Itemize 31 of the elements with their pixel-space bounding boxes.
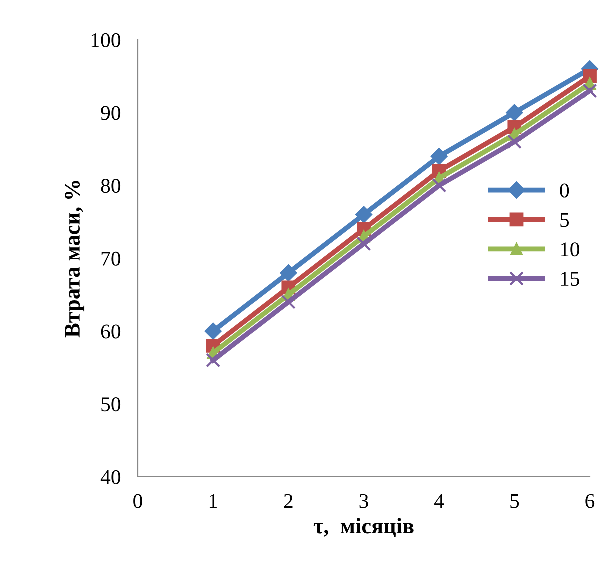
- point: [356, 236, 372, 252]
- point: [582, 84, 598, 98]
- legend-label: 0: [560, 184, 570, 198]
- x-tick-label: 4: [434, 494, 444, 508]
- point: [506, 104, 524, 122]
- point: [204, 322, 222, 340]
- legend-label: 15: [561, 272, 580, 286]
- point: [206, 353, 221, 368]
- y-tick-label: 60: [101, 324, 121, 339]
- x-tick-label: 2: [284, 494, 293, 508]
- legend-label: 5: [560, 213, 570, 228]
- y-tick-label: 80: [101, 179, 121, 194]
- x-axis-title: τ, місяців: [314, 518, 414, 538]
- y-tick-label: 50: [102, 398, 121, 412]
- y-tick-label: 100: [92, 33, 121, 48]
- y-tick-label: 40: [100, 470, 121, 484]
- x-tick-label: 0: [134, 494, 142, 508]
- point: [507, 134, 522, 150]
- point: [280, 264, 298, 282]
- y-tick-label: 90: [101, 106, 121, 120]
- y-axis-title: Втрата маси, %: [65, 181, 85, 338]
- point: [355, 206, 373, 224]
- y-tick-label: 70: [102, 252, 121, 266]
- legend-label: 10: [561, 242, 580, 257]
- x-tick-label: 3: [360, 494, 368, 508]
- point: [430, 148, 448, 166]
- point: [432, 178, 447, 193]
- x-tick-label: 6: [586, 494, 595, 508]
- x-tick-label: 5: [510, 494, 520, 508]
- x-tick-label: 1: [210, 494, 218, 508]
- point: [281, 294, 296, 310]
